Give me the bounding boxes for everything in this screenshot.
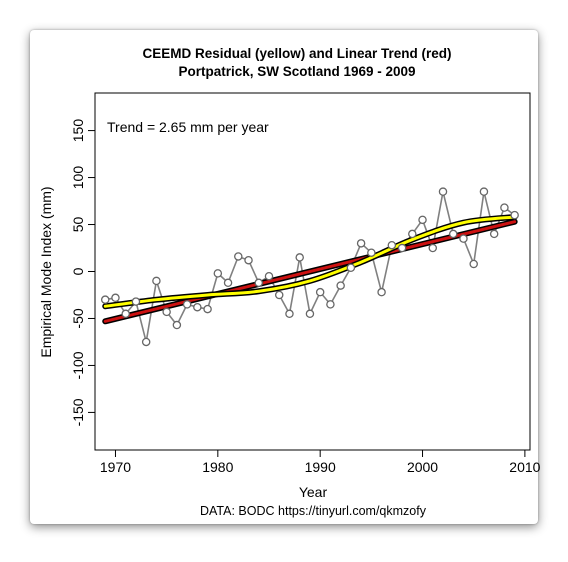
data-source-note: DATA: BODC https://tinyurl.com/qkmzofy <box>200 504 427 518</box>
observed-point <box>162 307 171 317</box>
ceemd-residual-line <box>103 215 517 308</box>
observed-point <box>315 287 325 297</box>
observed-point <box>387 240 397 250</box>
x-tick-label: 1980 <box>202 459 233 475</box>
chart-title-line1: CEEMD Residual (yellow) and Linear Trend… <box>142 46 451 61</box>
y-tick-label: -50 <box>70 308 86 328</box>
y-tick-label: 50 <box>70 217 86 233</box>
y-tick-label: -150 <box>70 398 86 426</box>
x-axis-label: Year <box>299 484 328 500</box>
observed-point <box>469 259 478 269</box>
y-tick-label: 100 <box>70 166 86 190</box>
series-layer <box>100 187 519 347</box>
observed-point <box>489 229 499 239</box>
observed-point <box>408 229 417 239</box>
observed-point <box>254 278 264 288</box>
observed-point <box>203 304 212 314</box>
observed-point <box>448 229 458 239</box>
observed-point <box>131 297 141 306</box>
observed-point <box>479 187 489 196</box>
x-tick-label: 2000 <box>407 459 438 475</box>
observed-series-line <box>105 191 516 343</box>
observed-point <box>356 239 366 248</box>
observed-point <box>367 248 376 257</box>
linear-trend-line <box>103 220 517 323</box>
observed-point <box>305 309 315 319</box>
observed-point <box>295 253 304 262</box>
observed-point <box>111 293 120 303</box>
y-tick-label: 150 <box>70 119 86 143</box>
x-tick-label: 2010 <box>509 459 540 475</box>
observed-point <box>459 234 468 243</box>
observed-point <box>346 263 356 272</box>
observed-point <box>510 210 519 220</box>
observed-point <box>193 302 202 312</box>
trend-annotation: Trend = 2.65 mm per year <box>107 119 269 135</box>
observed-point <box>418 215 427 225</box>
observed-point <box>438 187 448 196</box>
observed-point <box>244 255 253 265</box>
chart-title-line2: Portpatrick, SW Scotland 1969 - 2009 <box>178 64 415 79</box>
x-tick-label: 1970 <box>100 459 131 475</box>
observed-point <box>172 320 182 330</box>
y-tick-label: 0 <box>70 267 86 275</box>
y-axis: -150 -100 -50 0 50 100 150 <box>70 119 95 426</box>
observed-point <box>223 278 233 288</box>
y-axis-label: Empirical Mode Index (mm) <box>38 186 54 357</box>
observed-point <box>285 309 294 319</box>
observed-point <box>326 300 335 309</box>
observed-point <box>397 243 407 253</box>
observed-point <box>152 276 161 286</box>
observed-point <box>182 300 192 309</box>
observed-point <box>336 281 345 290</box>
y-tick-label: -100 <box>70 351 86 379</box>
observed-point <box>213 269 223 278</box>
x-tick-label: 1990 <box>305 459 336 475</box>
observed-point <box>377 287 386 297</box>
observed-point <box>264 271 274 281</box>
observed-point <box>121 309 130 319</box>
observed-point <box>141 337 151 347</box>
observed-point <box>234 252 243 261</box>
observed-point <box>428 243 438 253</box>
observed-point <box>500 203 509 212</box>
observed-point <box>100 295 110 304</box>
observed-point <box>274 290 284 300</box>
x-axis: 1970 1980 1990 2000 2010 <box>100 450 541 475</box>
